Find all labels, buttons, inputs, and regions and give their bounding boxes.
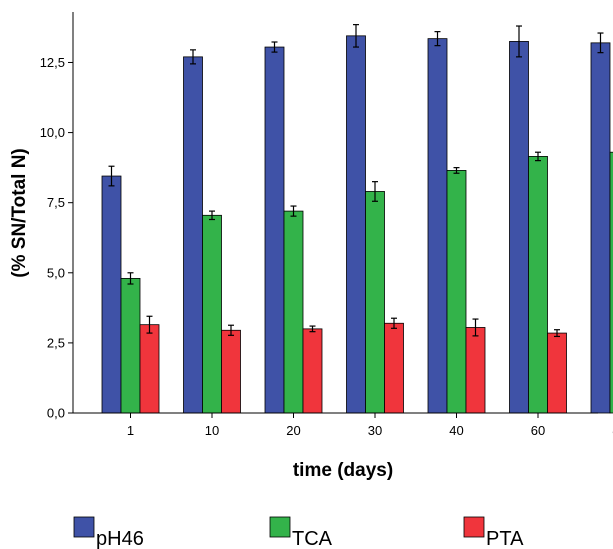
x-tick-label: 20 xyxy=(286,423,300,438)
error-bar-ph46-20 xyxy=(271,41,278,53)
bar-ph46-80 xyxy=(590,42,611,414)
legend-label: TCA xyxy=(292,528,333,549)
error-bar-pta-40 xyxy=(472,318,479,337)
x-tick-label: 30 xyxy=(368,423,382,438)
legend-swatch xyxy=(463,516,485,538)
bar-pta-20 xyxy=(302,328,323,414)
bars-layer xyxy=(101,35,613,414)
error-bar-tca-40 xyxy=(453,167,460,174)
bar-tca-80 xyxy=(609,151,613,414)
error-bar-tca-10 xyxy=(209,210,215,221)
bar-ph46-1 xyxy=(101,175,122,414)
y-axis-title: (% SN/Total N) xyxy=(9,148,30,277)
bar-pta-1 xyxy=(139,324,160,414)
y-tick-label: 7,5 xyxy=(47,195,65,210)
error-bar-tca-20 xyxy=(290,205,297,217)
error-bar-pta-30 xyxy=(391,317,397,329)
error-bar-ph46-1 xyxy=(108,165,115,187)
bar-tca-20 xyxy=(283,210,304,414)
error-bar-pta-20 xyxy=(309,325,316,333)
bar-tca-40 xyxy=(446,170,467,414)
bar-ph46-30 xyxy=(346,35,366,414)
error-bar-pta-1 xyxy=(146,315,153,334)
x-tick-label: 10 xyxy=(205,423,219,438)
error-bar-ph46-80 xyxy=(597,32,604,54)
error-bar-tca-60 xyxy=(535,151,541,162)
error-bars-layer xyxy=(108,24,604,338)
bar-tca-60 xyxy=(528,156,548,414)
bar-pta-10 xyxy=(221,329,241,414)
error-bar-ph46-40 xyxy=(434,31,441,47)
bar-pta-30 xyxy=(384,322,404,414)
bar-pta-60 xyxy=(547,332,567,414)
error-bar-tca-30 xyxy=(372,181,378,202)
x-tick-label: 1 xyxy=(127,423,134,438)
y-tick-label: 2,5 xyxy=(47,335,65,350)
bar-ph46-40 xyxy=(427,38,448,414)
bar-tca-10 xyxy=(202,214,222,414)
error-bar-ph46-30 xyxy=(353,24,359,48)
y-tick-label: 0,0 xyxy=(47,406,65,421)
error-bar-pta-10 xyxy=(228,324,234,336)
error-bar-ph46-10 xyxy=(190,49,196,65)
error-bar-tca-1 xyxy=(127,272,134,285)
y-tick-label: 5,0 xyxy=(47,265,65,280)
legend-label: pH46 xyxy=(96,528,144,549)
bar-tca-30 xyxy=(365,191,385,414)
bar-ph46-60 xyxy=(509,41,529,414)
axes-layer xyxy=(72,12,598,414)
legend-item-ph46: pH46 xyxy=(73,516,144,549)
bar-ph46-20 xyxy=(264,46,285,414)
error-bar-pta-60 xyxy=(554,329,560,338)
legend-swatch xyxy=(73,516,95,538)
legend-item-pta: PTA xyxy=(463,516,524,549)
bar-pta-40 xyxy=(465,327,486,414)
legend-swatch xyxy=(269,516,291,538)
error-bar-ph46-60 xyxy=(516,25,522,58)
y-tick-label: 10,0 xyxy=(40,125,65,140)
bar-ph46-10 xyxy=(183,56,203,414)
y-tick-label: 12,5 xyxy=(40,55,65,70)
legend: pH46 TCA PTA xyxy=(73,516,524,549)
x-tick-label: 60 xyxy=(531,423,545,438)
x-tick-label: 40 xyxy=(449,423,463,438)
bar-tca-1 xyxy=(120,277,141,414)
legend-label: PTA xyxy=(486,528,524,549)
x-axis-title: time (days) xyxy=(293,460,393,481)
legend-item-tca: TCA xyxy=(269,516,333,549)
